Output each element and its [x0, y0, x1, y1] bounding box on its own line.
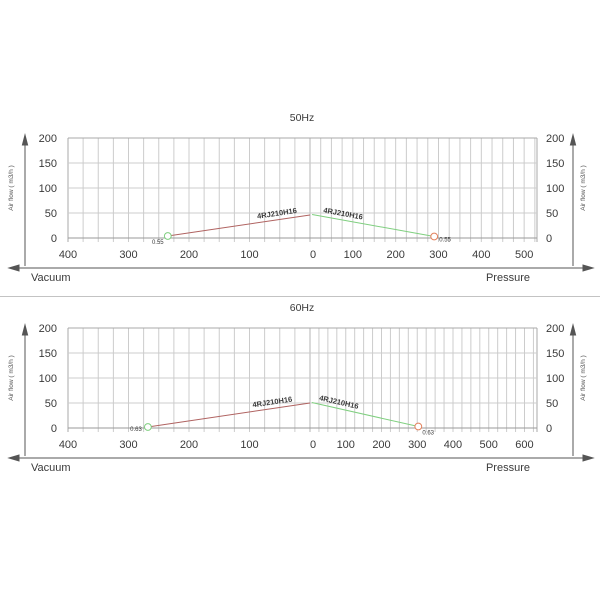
pressure-tick-label: 600	[515, 439, 533, 451]
center-tick-label: 0	[310, 439, 316, 451]
chart-50hz: 0 0 50 50 100 100 150 150 200 200 400 300 200 100 0 100…	[7, 112, 595, 284]
curve-pressure	[311, 402, 419, 427]
y-tick-label-right: 0	[546, 233, 552, 245]
vacuum-axis-title-50hz: Vacuum	[31, 272, 71, 284]
pressure-tick-label: 200	[372, 439, 390, 451]
y-tick-label-right: 0	[546, 423, 552, 435]
pressure-tick-label: 400	[472, 249, 490, 261]
vacuum-arrowhead	[7, 264, 20, 272]
point-value-label: 0.55	[439, 238, 451, 244]
pressure-tick-label: 200	[386, 249, 404, 261]
pressure-arrowhead	[582, 264, 595, 272]
chart-60hz: 0 0 50 50 100 100 150 150 200 200 400 300 200 100 0 100…	[7, 302, 595, 474]
chart-60hz-plot: 0 0 50 50 100 100 150 150 200 200 400 300 200 100 0 100…	[7, 323, 595, 462]
y-tick-label-right: 200	[546, 133, 564, 145]
vacuum-tick-label: 400	[59, 439, 77, 451]
y-tick-label-left: 200	[39, 323, 57, 335]
airflow-axis-label-right-60hz: Air flow ( m3/h )	[580, 355, 587, 401]
curve-endpoint-marker	[163, 232, 172, 240]
vacuum-tick-label: 400	[59, 249, 77, 261]
y-tick-label-right: 150	[546, 158, 564, 170]
series-vacuum: 0.63 4RJ210H16	[130, 395, 311, 433]
axis-arrows	[7, 323, 595, 462]
y-tick-label-left: 0	[51, 423, 57, 435]
y-tick-label-right: 100	[546, 183, 564, 195]
y-tick-label-left: 50	[45, 208, 57, 220]
curve-endpoint-marker	[414, 422, 423, 431]
series-vacuum: 0.55 4RJ210H16	[152, 206, 311, 246]
y-tick-label-left: 100	[39, 373, 57, 385]
vacuum-arrowhead	[7, 454, 20, 462]
grid: 0 0 50 50 100 100 150 150 200 200 400 300 200 100 0 100…	[39, 133, 565, 261]
y-tick-label-left: 150	[39, 158, 57, 170]
axis-arrows	[7, 133, 595, 272]
vacuum-tick-label: 100	[240, 439, 258, 451]
airflow-axis-label-left-50hz: Air flow ( m3/h )	[8, 165, 15, 211]
airflow-arrowhead	[21, 323, 29, 336]
airflow-arrowhead	[569, 133, 577, 146]
y-tick-label-left: 50	[45, 398, 57, 410]
chart-title-60hz: 60Hz	[290, 302, 315, 314]
vacuum-tick-label: 300	[119, 439, 137, 451]
y-tick-label-left: 0	[51, 233, 57, 245]
curve-endpoint-marker	[144, 423, 152, 431]
pressure-axis-title-50hz: Pressure	[486, 272, 530, 284]
chart-separator	[0, 296, 600, 297]
point-value-label: 0.63	[130, 427, 142, 433]
airflow-axis-label-left-60hz: Air flow ( m3/h )	[8, 355, 15, 401]
airflow-arrowhead	[569, 323, 577, 336]
pressure-tick-label: 100	[337, 439, 355, 451]
center-tick-label: 0	[310, 249, 316, 261]
curve-vacuum	[147, 402, 311, 428]
point-value-label: 0.63	[422, 431, 434, 437]
curve-endpoint-marker	[430, 232, 439, 241]
curve-name-label: 4RJ210H16	[323, 206, 364, 222]
chart-50hz-plot: 0 0 50 50 100 100 150 150 200 200 400 300 200 100 0 100…	[7, 133, 595, 272]
y-tick-label-right: 50	[546, 208, 558, 220]
curve-name-label: 4RJ210H16	[256, 206, 297, 221]
grid: 0 0 50 50 100 100 150 150 200 200 400 300 200 100 0 100…	[39, 323, 565, 451]
vacuum-tick-label: 300	[119, 249, 137, 261]
y-tick-label-left: 200	[39, 133, 57, 145]
pressure-arrowhead	[582, 454, 595, 462]
y-tick-label-right: 100	[546, 373, 564, 385]
pressure-tick-label: 500	[515, 249, 533, 261]
y-tick-label-right: 150	[546, 348, 564, 360]
y-tick-label-left: 100	[39, 183, 57, 195]
pressure-axis-title-60hz: Pressure	[486, 462, 530, 474]
airflow-arrowhead	[21, 133, 29, 146]
vacuum-tick-label: 200	[180, 249, 198, 261]
point-value-label: 0.55	[152, 240, 164, 246]
pressure-tick-label: 300	[408, 439, 426, 451]
pressure-tick-label: 100	[344, 249, 362, 261]
vacuum-tick-label: 200	[180, 439, 198, 451]
pressure-tick-label: 400	[444, 439, 462, 451]
vacuum-tick-label: 100	[240, 249, 258, 261]
chart-title-50hz: 50Hz	[290, 112, 315, 124]
airflow-axis-label-right-50hz: Air flow ( m3/h )	[580, 165, 587, 211]
y-tick-label-right: 200	[546, 323, 564, 335]
y-tick-label-left: 150	[39, 348, 57, 360]
pressure-tick-label: 300	[429, 249, 447, 261]
curve-vacuum	[167, 214, 311, 237]
curve-pressure	[312, 214, 435, 237]
curve-name-label: 4RJ210H16	[252, 395, 293, 410]
y-tick-label-right: 50	[546, 398, 558, 410]
pressure-tick-label: 500	[480, 439, 498, 451]
vacuum-axis-title-60hz: Vacuum	[31, 462, 71, 474]
